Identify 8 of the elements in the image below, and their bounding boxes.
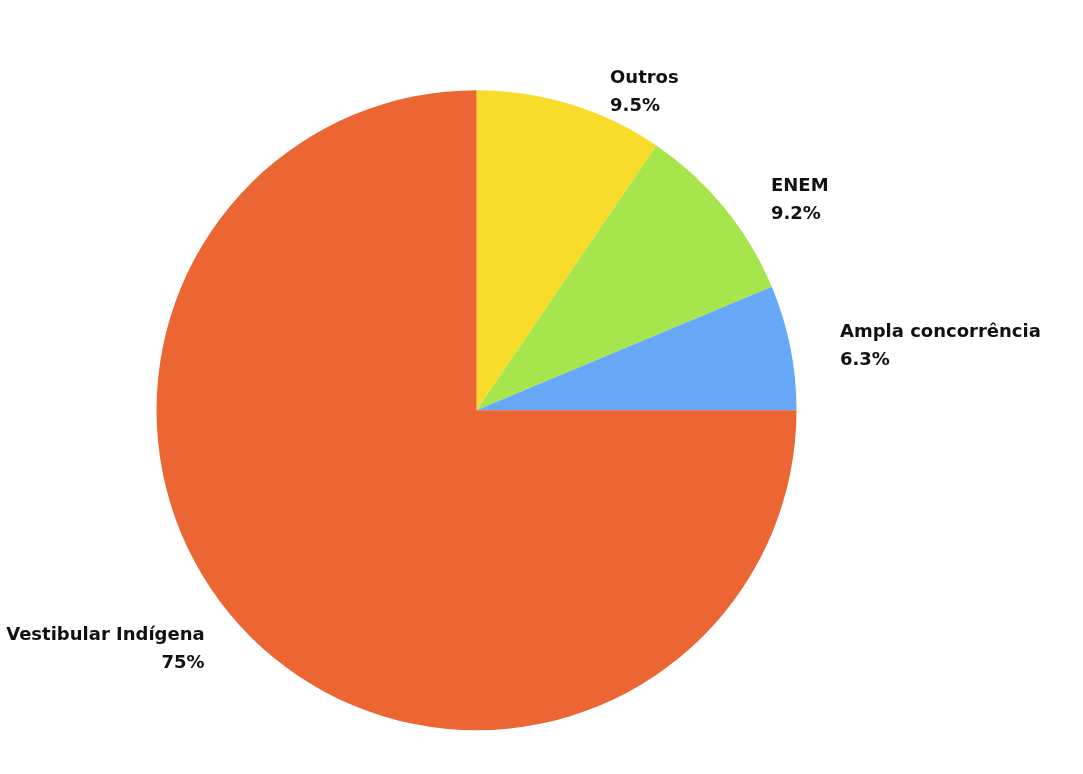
data-label: 9.5% bbox=[610, 93, 660, 115]
slice-label: ENEM bbox=[770, 173, 829, 195]
data-label: 9.2% bbox=[770, 201, 821, 223]
slice-label: Outros bbox=[610, 65, 679, 87]
data-label: 6.3% bbox=[839, 347, 890, 369]
data-label: 75% bbox=[161, 650, 205, 672]
slice-label: Vestibular Indígena bbox=[6, 622, 205, 644]
slice-label: Ampla concorrência bbox=[839, 319, 1041, 341]
